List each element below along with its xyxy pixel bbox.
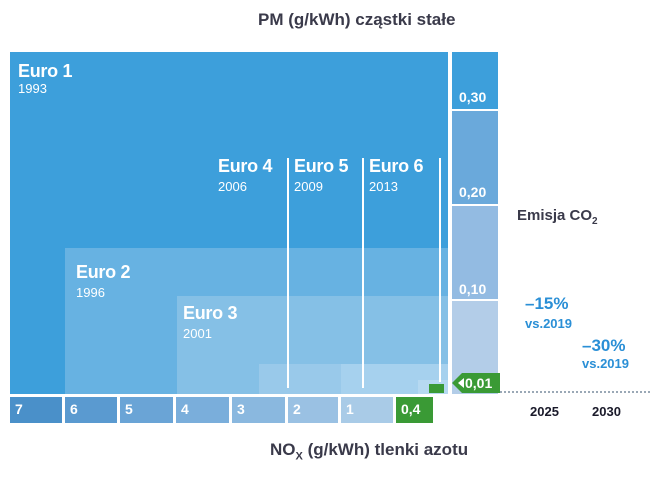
euro4-year: 2006: [218, 179, 247, 194]
euro5-year: 2009: [294, 179, 323, 194]
co2-emission-label: Emisja CO2: [517, 207, 598, 227]
co2-reduction-2025-percent: –15%: [525, 294, 569, 313]
nox-scale-cell-6: 6: [65, 397, 117, 423]
euro1-year: 1993: [18, 81, 47, 96]
nox-scale-cell-4: 4: [176, 397, 229, 423]
co2-reduction-2030-percent: –30%: [582, 336, 626, 355]
timeline-dotted-line: [500, 391, 650, 393]
nox-scale-cell-5: 5: [120, 397, 173, 423]
euro2-name: Euro 2: [76, 262, 131, 282]
euro6-name: Euro 6: [369, 156, 424, 176]
nox-scale-cell-2: 2: [288, 397, 338, 423]
nox-scale-cell-3: 3: [232, 397, 285, 423]
pm-scale-segment-030: [452, 52, 498, 109]
euro4-leader-line: [287, 158, 289, 388]
euro2-year: 1996: [76, 285, 105, 300]
euro6-leader-line: [439, 158, 441, 382]
euro6-year: 2013: [369, 179, 398, 194]
euro4-name: Euro 4: [218, 156, 273, 176]
pm-tick-030: 0,30: [459, 89, 487, 105]
nox-axis-title: NOX (g/kWh) tlenki azotu: [270, 440, 469, 463]
pm-scale-segment-020: [452, 111, 498, 204]
co2-reduction-2030-baseline: vs.2019: [582, 356, 629, 371]
nox-scale-cell-7: 7: [10, 397, 62, 423]
co2-year-2025: 2025: [530, 404, 559, 419]
nox-scale-cell-1: 1: [341, 397, 393, 423]
pm-scale-segment-010: [452, 206, 498, 299]
pm-tick-001: 0,01: [465, 375, 493, 391]
pm-001-marker: [429, 384, 444, 393]
euro1-name: Euro 1: [18, 61, 73, 81]
pm-axis-title: PM (g/kWh) cząstki stałe: [258, 10, 456, 29]
pm-001-arrow-icon: [452, 373, 500, 393]
euro5-name: Euro 5: [294, 156, 349, 176]
pm-tick-010: 0,10: [459, 281, 487, 297]
co2-year-2030: 2030: [592, 404, 621, 419]
euro5-leader-line: [362, 158, 364, 388]
euro3-name: Euro 3: [183, 303, 238, 323]
euro3-year: 2001: [183, 326, 212, 341]
pm-tick-020: 0,20: [459, 184, 487, 200]
co2-reduction-2025-baseline: vs.2019: [525, 316, 572, 331]
nox-scale-cell-04: 0,4: [396, 397, 433, 423]
